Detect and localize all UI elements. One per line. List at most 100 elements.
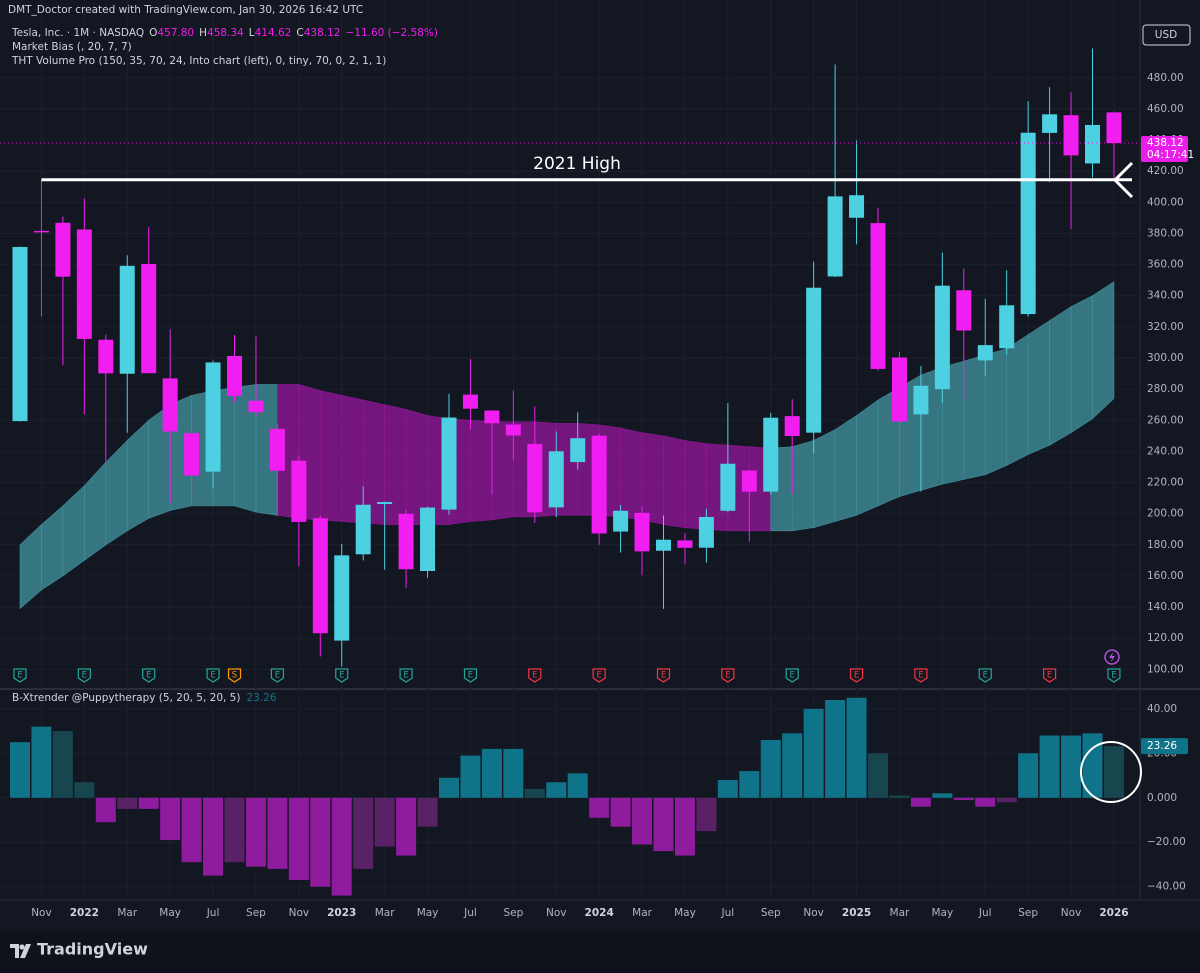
x-tick-label: Sep [761,907,781,919]
band-segment [684,440,707,530]
event-marker [335,668,349,683]
oscillator [10,697,1124,896]
candle-body [784,416,800,437]
histogram-bar [74,782,95,798]
candle-body [33,230,49,233]
histogram-bar [910,797,931,807]
band-segment [641,432,664,525]
candle-body [462,394,478,409]
histogram-bar [696,797,717,832]
highlight-circle [1080,741,1142,803]
histogram-bar [674,797,695,856]
histogram-bar [932,793,953,798]
candle-body [913,385,929,415]
candle-body [1063,115,1079,156]
y-tick-label: 460.00 [1147,103,1184,115]
candle-body [334,555,350,641]
band-segment [856,399,879,516]
event-label: E [82,671,87,681]
y-tick-label: 140.00 [1147,601,1184,613]
candle-body [141,264,157,374]
event-label: E [210,671,215,681]
event-label: E [146,671,151,681]
candle-body [55,222,71,277]
candle-body [248,400,264,413]
band-segment [963,354,986,480]
candle-body [956,290,972,331]
event-marker [528,668,542,683]
candle-body [227,356,242,396]
band-segment [1006,334,1029,466]
ohlc-key: L [249,27,255,39]
histogram-bar [1061,735,1082,798]
x-tick-label: 2025 [842,907,871,919]
ohlc-value: 458.34 [207,27,244,39]
event-marker [721,668,735,683]
histogram-bar [267,797,288,869]
histogram-bar [31,726,52,798]
histogram-bar [52,731,73,798]
candle-body [570,438,586,463]
histogram-bar [117,797,138,809]
candle-body [269,428,285,471]
x-tick-label: Nov [803,907,824,919]
event-label: E [725,671,730,681]
event-label: E [854,671,859,681]
y-tick-label: 180.00 [1147,539,1184,551]
candle-body [398,513,414,570]
histogram-bar [245,797,266,867]
y-tick-label: −20.00 [1147,836,1186,848]
event-label: E [275,671,280,681]
histogram-bar [310,797,331,887]
lightning-icon[interactable] [1104,649,1120,665]
last-price-box [1141,136,1188,163]
event-marker [978,668,992,683]
histogram-bar [1103,746,1124,798]
histogram-bar [589,797,610,818]
event-label: E [403,671,408,681]
histogram-bar [374,797,395,847]
histogram-bar [782,733,803,798]
histogram-bar [1082,733,1103,798]
band-segment [834,415,857,522]
ohlc-value: 414.62 [255,27,292,39]
band-segment [491,421,514,521]
event-marker [206,668,220,683]
event-label: S [232,671,237,681]
event-label: E [17,671,22,681]
event-marker [1043,668,1057,683]
oscillator-name: B-Xtrender @Puppytherapy (5, 20, 5, 20, … [12,692,240,704]
y-tick-label: 420.00 [1147,165,1184,177]
histogram-bar [803,708,824,798]
event-label: E [1047,671,1052,681]
y-tick-label: 240.00 [1147,445,1184,457]
histogram-bar [460,755,481,798]
histogram-bar [10,742,30,798]
histogram-bar [610,797,631,827]
event-label: E [532,671,537,681]
band-segment [663,435,686,529]
ohlc-key: O [149,27,157,39]
histogram-bar [353,797,374,869]
x-tick-label: 2026 [1099,907,1128,919]
band-segment [813,429,836,529]
candle-body [355,504,371,555]
y-tick-label: 0.000 [1147,792,1177,804]
histogram-bar [953,797,974,800]
candle-body [849,195,865,218]
event-label: E [790,671,795,681]
x-tick-label: Nov [546,907,567,919]
histogram-bar [567,773,588,798]
y-tick-label: 360.00 [1147,259,1184,271]
currency-box[interactable] [1142,24,1191,46]
histogram-bar [1018,753,1039,798]
event-label: E [918,671,923,681]
x-tick-label: Jul [463,907,477,919]
x-tick-label: 2023 [327,907,356,919]
candle-body [1020,132,1036,315]
candle-body [741,470,757,492]
candle-body [548,451,564,508]
current-value-label: 23.26 [1147,740,1177,752]
x-tick-label: Mar [890,907,910,919]
